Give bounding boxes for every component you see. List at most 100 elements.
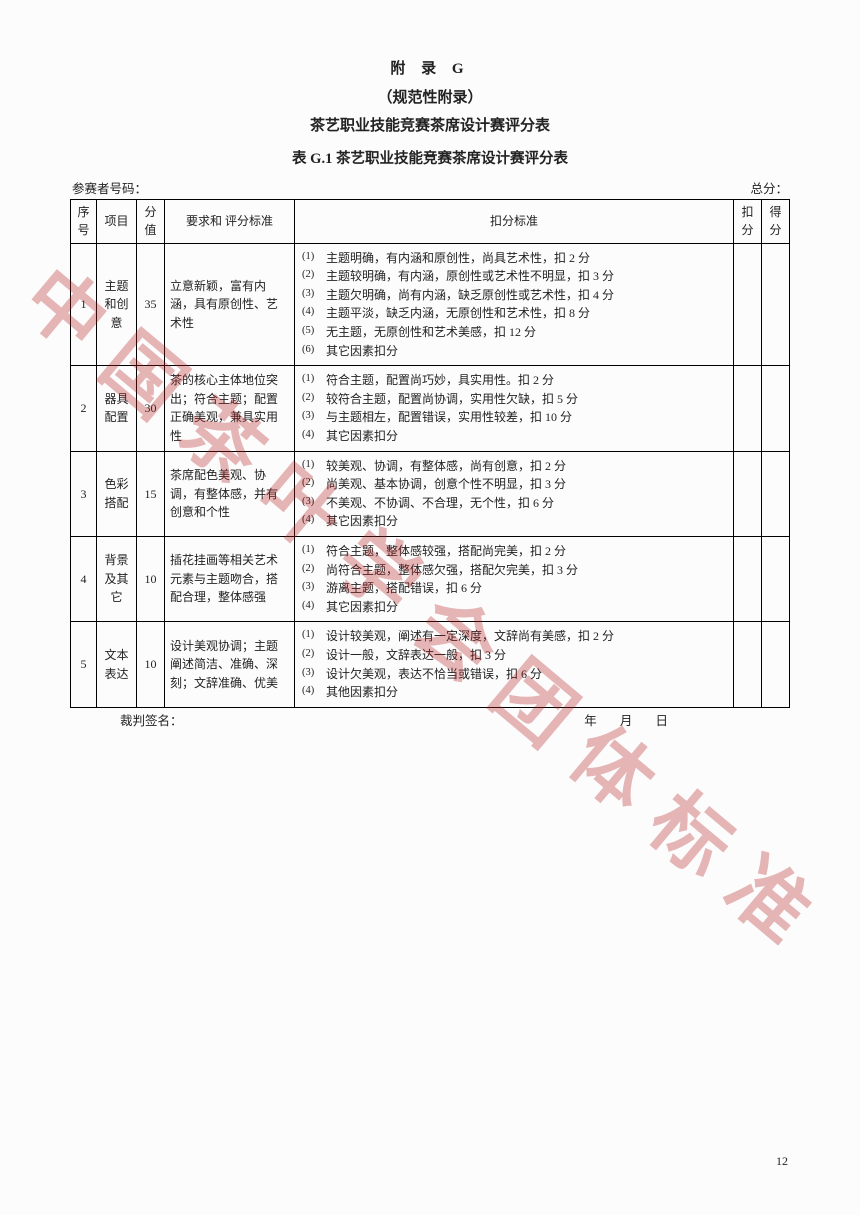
col-got-header: 得分	[762, 199, 790, 243]
criteria-text: 主题欠明确，尚有内涵，缺乏原创性或艺术性，扣 4 分	[326, 286, 728, 305]
criteria-line: (4)其他因素扣分	[302, 683, 728, 702]
criteria-text: 无主题，无原创性和艺术美感，扣 12 分	[326, 323, 728, 342]
cell-deduction	[734, 537, 762, 622]
cell-req: 茶的核心主体地位突出；符合主题；配置正确美观，兼具实用性	[165, 366, 295, 451]
criteria-index: (3)	[302, 494, 326, 513]
cell-std: (1)符合主题，整体感较强，搭配尚完美，扣 2 分(2)尚符合主题，整体感欠强，…	[295, 537, 734, 622]
cell-got	[762, 366, 790, 451]
criteria-line: (2)设计一般，文辞表达一般，扣 3 分	[302, 646, 728, 665]
cell-item: 色彩搭配	[97, 451, 137, 536]
criteria-text: 其它因素扣分	[326, 342, 728, 361]
criteria-index: (1)	[302, 249, 326, 268]
criteria-index: (4)	[302, 304, 326, 323]
cell-got	[762, 243, 790, 366]
cell-item: 主题和创意	[97, 243, 137, 366]
cell-req: 插花挂画等相关艺术元素与主题吻合，搭配合理，整体感强	[165, 537, 295, 622]
cell-deduction	[734, 622, 762, 707]
criteria-line: (4)主题平淡，缺乏内涵，无原创性和艺术性，扣 8 分	[302, 304, 728, 323]
cell-score: 10	[137, 622, 165, 707]
criteria-text: 尚美观、基本协调，创意个性不明显，扣 3 分	[326, 475, 728, 494]
criteria-line: (6)其它因素扣分	[302, 342, 728, 361]
cell-score: 30	[137, 366, 165, 451]
criteria-line: (3)不美观、不协调、不合理，无个性，扣 6 分	[302, 494, 728, 513]
criteria-text: 游离主题，搭配错误，扣 6 分	[326, 579, 728, 598]
appendix-header: 附 录 G （规范性附录） 茶艺职业技能竞赛茶席设计赛评分表	[70, 55, 790, 141]
criteria-text: 主题平淡，缺乏内涵，无原创性和艺术性，扣 8 分	[326, 304, 728, 323]
criteria-text: 较美观、协调，有整体感，尚有创意，扣 2 分	[326, 457, 728, 476]
cell-num: 2	[71, 366, 97, 451]
cell-std: (1)设计较美观，阐述有一定深度，文辞尚有美感，扣 2 分(2)设计一般，文辞表…	[295, 622, 734, 707]
criteria-line: (1)设计较美观，阐述有一定深度，文辞尚有美感，扣 2 分	[302, 627, 728, 646]
criteria-index: (2)	[302, 646, 326, 665]
cell-num: 3	[71, 451, 97, 536]
total-score-label: 总分：	[750, 178, 788, 197]
criteria-text: 其它因素扣分	[326, 598, 728, 617]
criteria-index: (4)	[302, 512, 326, 531]
col-req-header: 要求和 评分标准	[165, 199, 295, 243]
criteria-index: (1)	[302, 542, 326, 561]
col-num-header: 序号	[71, 199, 97, 243]
cell-item: 背景及其它	[97, 537, 137, 622]
meta-row: 参赛者号码： 总分：	[70, 178, 790, 197]
criteria-text: 其它因素扣分	[326, 427, 728, 446]
criteria-text: 其它因素扣分	[326, 512, 728, 531]
criteria-text: 设计欠美观，表达不恰当或错误，扣 6 分	[326, 665, 728, 684]
appendix-code: 附 录 G	[70, 55, 790, 84]
cell-std: (1)符合主题，配置尚巧妙，具实用性。扣 2 分(2)较符合主题，配置尚协调，实…	[295, 366, 734, 451]
cell-req: 立意新颖，富有内涵，具有原创性、艺术性	[165, 243, 295, 366]
criteria-line: (1)符合主题，配置尚巧妙，具实用性。扣 2 分	[302, 371, 728, 390]
cell-score: 35	[137, 243, 165, 366]
signature-label: 裁判签名：	[120, 710, 183, 729]
criteria-text: 尚符合主题，整体感欠强，搭配欠完美，扣 3 分	[326, 561, 728, 580]
cell-got	[762, 451, 790, 536]
cell-num: 4	[71, 537, 97, 622]
criteria-line: (1)主题明确，有内涵和原创性，尚具艺术性，扣 2 分	[302, 249, 728, 268]
table-row: 5文本表达10设计美观协调；主题阐述简洁、准确、深刻；文辞准确、优美(1)设计较…	[71, 622, 790, 707]
cell-item: 文本表达	[97, 622, 137, 707]
criteria-text: 其他因素扣分	[326, 683, 728, 702]
criteria-index: (1)	[302, 371, 326, 390]
criteria-text: 符合主题，整体感较强，搭配尚完美，扣 2 分	[326, 542, 728, 561]
criteria-index: (1)	[302, 627, 326, 646]
criteria-line: (4)其它因素扣分	[302, 512, 728, 531]
cell-got	[762, 622, 790, 707]
criteria-text: 设计较美观，阐述有一定深度，文辞尚有美感，扣 2 分	[326, 627, 728, 646]
criteria-text: 主题明确，有内涵和原创性，尚具艺术性，扣 2 分	[326, 249, 728, 268]
col-ded-header: 扣分	[734, 199, 762, 243]
criteria-line: (5)无主题，无原创性和艺术美感，扣 12 分	[302, 323, 728, 342]
criteria-index: (2)	[302, 475, 326, 494]
signature-row: 裁判签名： 年 月 日	[70, 708, 790, 729]
criteria-line: (4)其它因素扣分	[302, 598, 728, 617]
criteria-index: (3)	[302, 408, 326, 427]
criteria-index: (2)	[302, 390, 326, 409]
contestant-label: 参赛者号码：	[72, 178, 147, 197]
document-page: 中国茶叶学会团体标准 附 录 G （规范性附录） 茶艺职业技能竞赛茶席设计赛评分…	[0, 0, 860, 1215]
table-row: 2器具配置30茶的核心主体地位突出；符合主题；配置正确美观，兼具实用性(1)符合…	[71, 366, 790, 451]
col-score-header: 分值	[137, 199, 165, 243]
criteria-line: (2)主题较明确，有内涵，原创性或艺术性不明显，扣 3 分	[302, 267, 728, 286]
criteria-index: (6)	[302, 342, 326, 361]
criteria-line: (1)符合主题，整体感较强，搭配尚完美，扣 2 分	[302, 542, 728, 561]
criteria-index: (2)	[302, 561, 326, 580]
cell-deduction	[734, 451, 762, 536]
criteria-line: (3)设计欠美观，表达不恰当或错误，扣 6 分	[302, 665, 728, 684]
cell-got	[762, 537, 790, 622]
cell-std: (1)较美观、协调，有整体感，尚有创意，扣 2 分(2)尚美观、基本协调，创意个…	[295, 451, 734, 536]
date-label: 年 月 日	[584, 710, 788, 729]
cell-deduction	[734, 243, 762, 366]
score-table: 序号 项目 分值 要求和 评分标准 扣分标准 扣分 得分 1主题和创意35立意新…	[70, 199, 790, 708]
cell-deduction	[734, 366, 762, 451]
criteria-index: (3)	[302, 286, 326, 305]
header-row: 序号 项目 分值 要求和 评分标准 扣分标准 扣分 得分	[71, 199, 790, 243]
criteria-line: (3)游离主题，搭配错误，扣 6 分	[302, 579, 728, 598]
criteria-line: (3)与主题相左，配置错误，实用性较差，扣 10 分	[302, 408, 728, 427]
table-row: 3色彩搭配15茶席配色美观、协调，有整体感，并有创意和个性(1)较美观、协调，有…	[71, 451, 790, 536]
criteria-index: (5)	[302, 323, 326, 342]
col-item-header: 项目	[97, 199, 137, 243]
criteria-index: (4)	[302, 427, 326, 446]
criteria-index: (1)	[302, 457, 326, 476]
criteria-index: (3)	[302, 579, 326, 598]
criteria-line: (2)尚符合主题，整体感欠强，搭配欠完美，扣 3 分	[302, 561, 728, 580]
criteria-text: 符合主题，配置尚巧妙，具实用性。扣 2 分	[326, 371, 728, 390]
cell-req: 设计美观协调；主题阐述简洁、准确、深刻；文辞准确、优美	[165, 622, 295, 707]
